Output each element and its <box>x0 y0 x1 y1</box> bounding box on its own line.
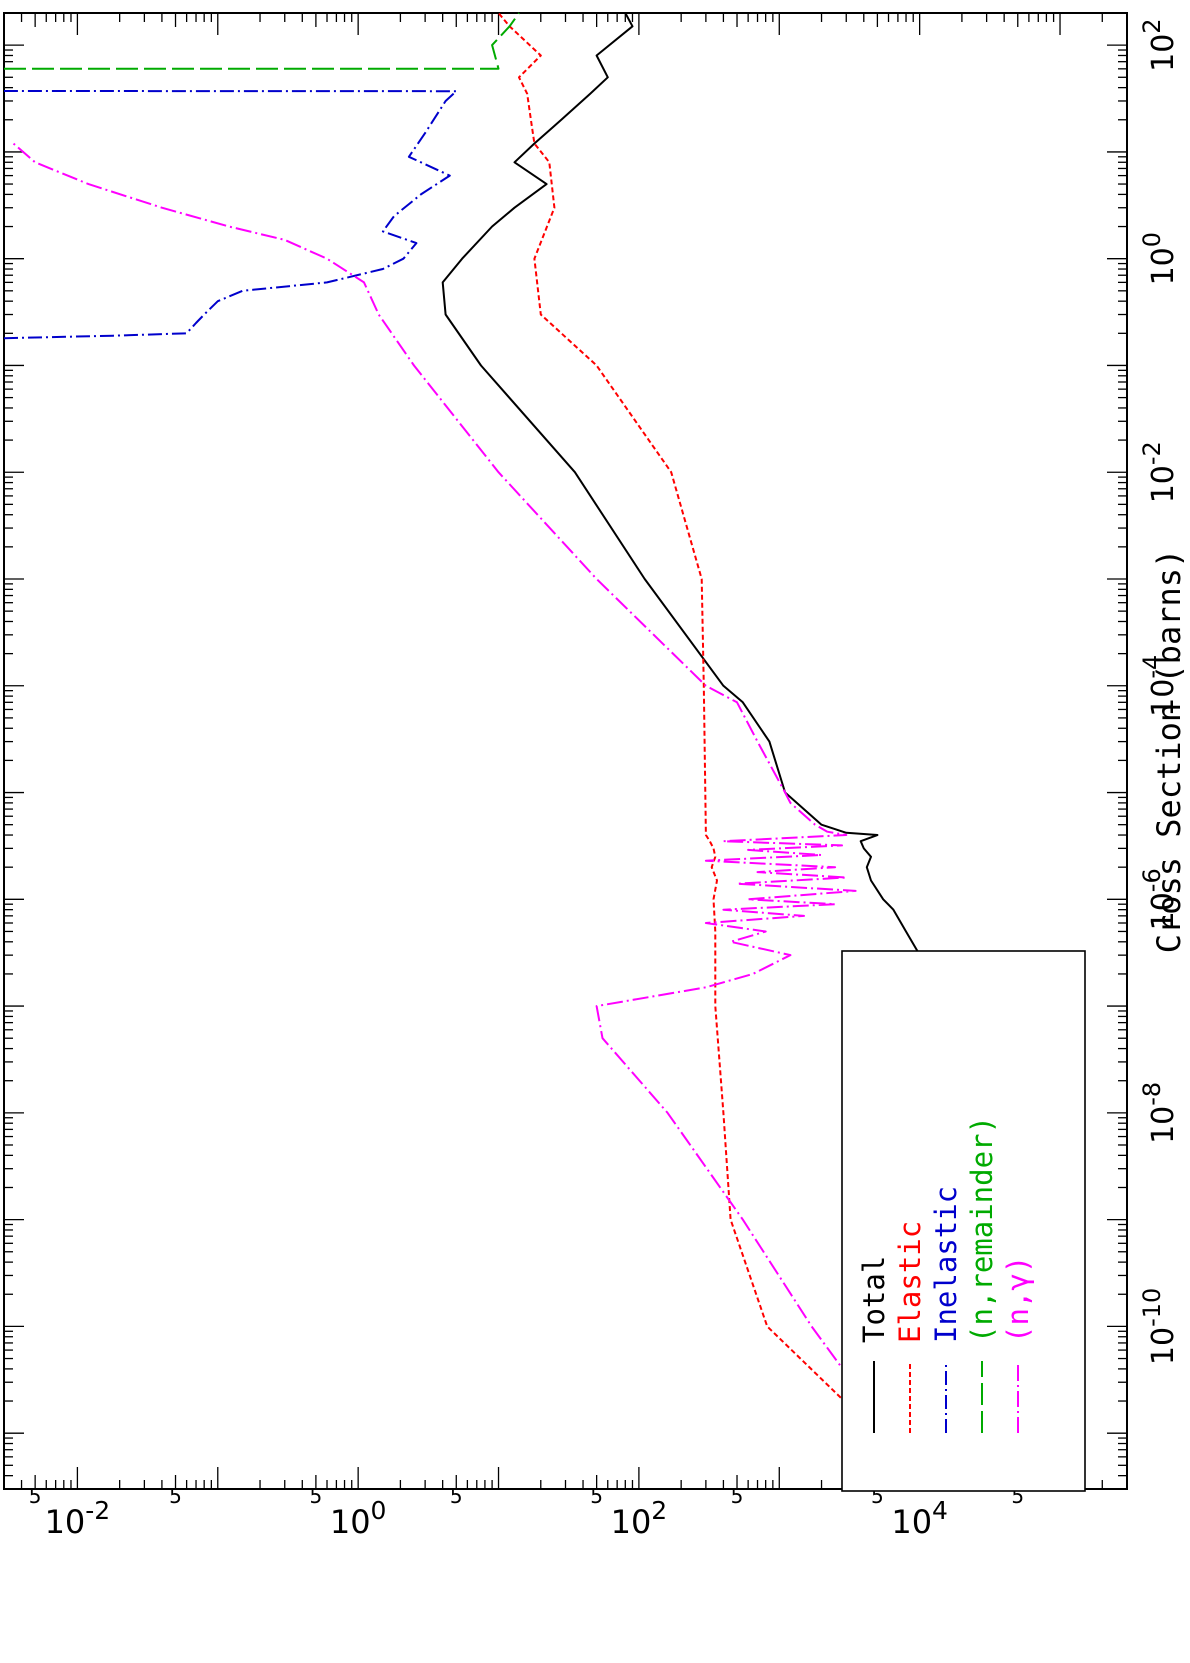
svg-text:5: 5 <box>731 1484 744 1508</box>
y-minor-label: 5 <box>29 1484 42 1508</box>
y-minor-label: 5 <box>169 1484 182 1508</box>
y-tick-label: 104 <box>891 1496 948 1541</box>
series-line-4 <box>12 142 915 1466</box>
svg-text:102: 102 <box>611 1496 668 1541</box>
legend-label: Inelastic <box>929 1186 963 1343</box>
y-minor-label: 5 <box>450 1484 463 1508</box>
svg-text:5: 5 <box>169 1484 182 1508</box>
x-tick-label: 102 <box>1138 18 1181 71</box>
y-minor-label: 5 <box>731 1484 744 1508</box>
y-axis-label: Cross Section (barns) <box>1150 549 1188 954</box>
series-line-2 <box>3 90 458 340</box>
legend-label: Total <box>857 1256 891 1343</box>
svg-text:5: 5 <box>310 1484 323 1508</box>
x-tick-label: 100 <box>1138 232 1181 285</box>
legend-label: (n,remainder) <box>965 1116 999 1343</box>
legend: Total Elastic Inelastic (n,remainder) (n,γ) <box>841 950 1086 1492</box>
x-tick-label: 10-8 <box>1138 1082 1181 1144</box>
svg-text:100: 100 <box>330 1496 387 1541</box>
y-minor-label: 5 <box>310 1484 323 1508</box>
svg-text:104: 104 <box>891 1496 948 1541</box>
y-minor-label: 5 <box>590 1484 603 1508</box>
svg-text:10-2: 10-2 <box>45 1496 111 1541</box>
svg-text:5: 5 <box>590 1484 603 1508</box>
x-tick-label: 10-4 <box>1138 655 1181 717</box>
x-tick-label: 10-2 <box>1138 441 1181 503</box>
y-tick-label: 10-2 <box>45 1496 111 1541</box>
svg-text:5: 5 <box>450 1484 463 1508</box>
legend-box <box>841 950 1086 1492</box>
x-tick-label: 10-6 <box>1138 868 1181 930</box>
series-line-3 <box>3 12 520 70</box>
y-tick-label: 100 <box>330 1496 387 1541</box>
legend-label: (n,γ) <box>1001 1256 1035 1343</box>
svg-text:5: 5 <box>29 1484 42 1508</box>
legend-label: Elastic <box>893 1221 927 1343</box>
x-tick-label: 10-10 <box>1138 1288 1181 1365</box>
series-line-1 <box>497 12 921 1467</box>
y-tick-label: 102 <box>611 1496 668 1541</box>
